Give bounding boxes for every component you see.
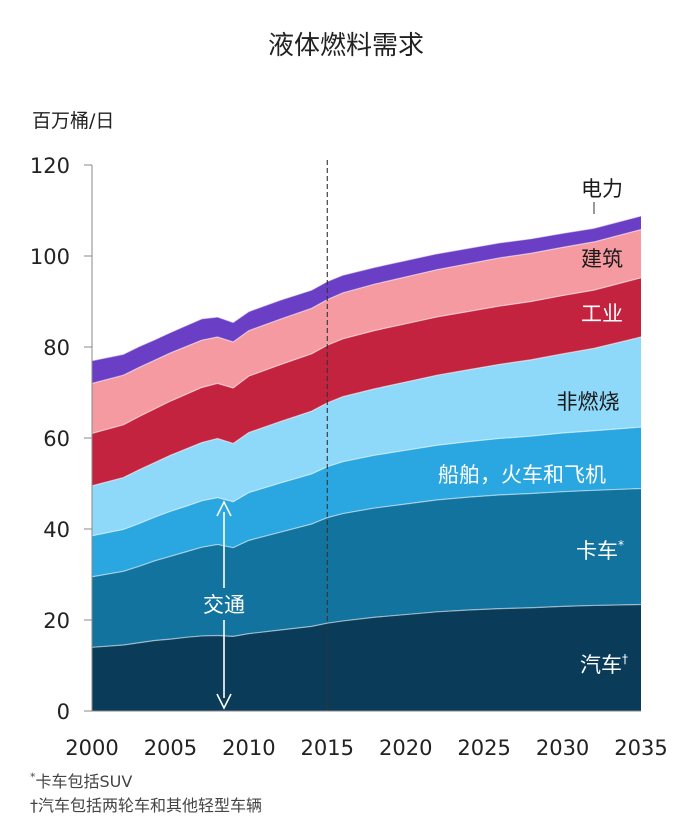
area-1 xyxy=(92,488,641,648)
area-boundary-1 xyxy=(91,487,642,578)
x-tick-label: 2035 xyxy=(614,736,667,760)
series-label-6: 电力 xyxy=(581,177,623,201)
arrow-up-head xyxy=(216,500,232,517)
area-boundary-6 xyxy=(91,215,642,362)
x-tick-label: 2020 xyxy=(379,736,432,760)
y-tick-label: 20 xyxy=(43,609,70,633)
area-boundary-2 xyxy=(91,426,642,537)
y-tick-label: 80 xyxy=(43,336,70,360)
y-tick-label: 60 xyxy=(43,427,70,451)
footnote-cars: †汽车包括两轮车和其他轻型车辆 xyxy=(30,796,263,815)
transport-label: 交通 xyxy=(203,593,245,617)
y-tick-label: 0 xyxy=(57,700,70,724)
y-tick-label: 40 xyxy=(43,518,70,542)
area-0 xyxy=(92,604,641,711)
area-3 xyxy=(92,336,641,536)
x-tick-label: 2015 xyxy=(301,736,354,760)
area-boundary-0 xyxy=(91,603,642,648)
chart-title: 液体燃料需求 xyxy=(268,31,424,61)
x-tick-label: 2025 xyxy=(457,736,510,760)
series-labels: 汽车† 卡车* 船舶，火车和飞机 非燃烧 工业 建筑 电力 xyxy=(438,177,628,677)
area-2 xyxy=(92,427,641,577)
series-label-4: 工业 xyxy=(581,302,623,326)
area-boundary-4 xyxy=(91,277,642,435)
series-label-1: 卡车* xyxy=(576,538,624,563)
y-tick-label: 100 xyxy=(30,245,70,269)
x-tick-label: 2000 xyxy=(65,736,118,760)
series-label-5: 建筑 xyxy=(581,247,623,271)
area-boundary-5 xyxy=(91,229,642,384)
arrow-down-head xyxy=(216,693,232,710)
transport-annotation: 交通 xyxy=(203,500,245,710)
x-tick-label: 2030 xyxy=(536,736,589,760)
y-axis: 0 20 40 60 80 100 120 xyxy=(30,154,93,724)
x-axis: 2000 2005 2010 2015 2020 2025 2030 2035 xyxy=(65,710,668,760)
area-boundary-3 xyxy=(91,336,642,487)
footnote-trucks: *卡车包括SUV xyxy=(30,770,133,791)
series-label-2: 船舶，火车和飞机 xyxy=(438,463,606,487)
area-6 xyxy=(92,215,641,384)
x-tick-label: 2005 xyxy=(144,736,197,760)
x-tick-label: 2010 xyxy=(222,736,275,760)
area-5 xyxy=(92,229,641,434)
y-tick-label: 120 xyxy=(30,154,70,178)
series-label-3: 非燃烧 xyxy=(557,390,620,414)
area-4 xyxy=(92,277,641,486)
plot-areas xyxy=(92,215,641,711)
series-boundaries xyxy=(91,215,642,648)
y-axis-unit: 百万桶/日 xyxy=(32,110,114,132)
series-label-0: 汽车† xyxy=(580,652,628,677)
